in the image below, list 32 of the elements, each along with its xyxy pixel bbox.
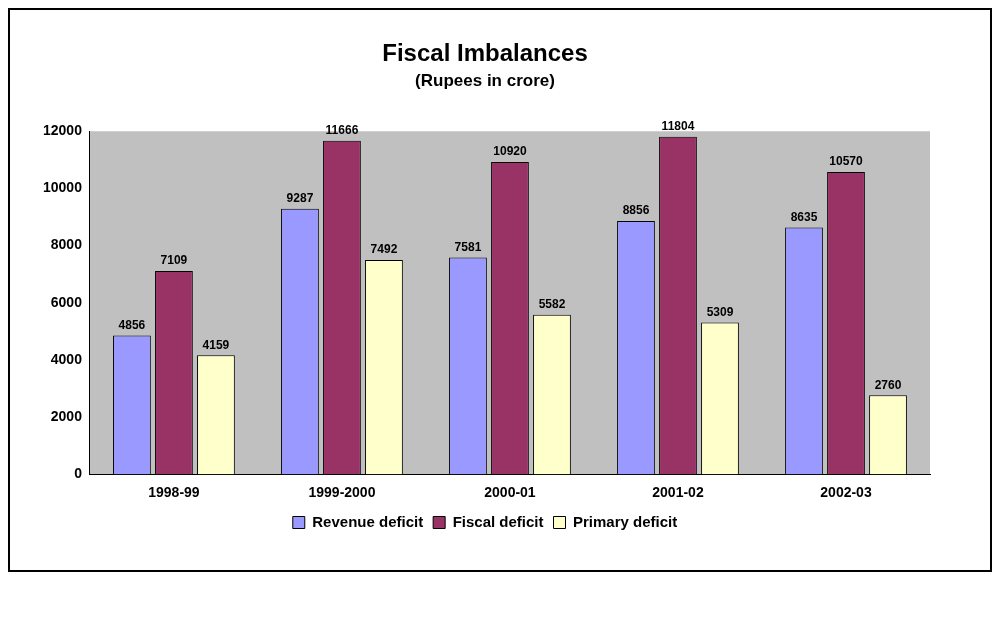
data-label: 7109 — [160, 253, 188, 268]
data-label: 9287 — [286, 191, 314, 206]
legend-label: Revenue deficit — [312, 512, 424, 530]
y-tick-label: 6000 — [50, 293, 83, 310]
data-label: 2760 — [874, 377, 902, 392]
data-label: 10570 — [829, 154, 863, 169]
x-tick-label: 2000-01 — [484, 484, 536, 501]
y-tick-label: 0 — [74, 465, 83, 482]
x-tick-label: 1999-2000 — [308, 484, 376, 501]
y-tick-label: 12000 — [42, 122, 83, 139]
data-label: 4856 — [118, 317, 146, 332]
legend-label: Fiscal deficit — [452, 512, 544, 530]
x-tick-label: 2001-02 — [652, 484, 704, 501]
x-tick-label: 2002-03 — [820, 484, 872, 501]
data-label: 8635 — [790, 209, 818, 224]
y-tick-label: 2000 — [50, 407, 83, 424]
data-label: 4159 — [202, 337, 230, 352]
data-label: 11804 — [661, 119, 695, 134]
data-label: 5582 — [538, 296, 566, 311]
x-tick-label: 1998-99 — [148, 484, 200, 501]
data-label: 7492 — [370, 242, 398, 257]
data-label: 5309 — [706, 304, 734, 319]
y-tick-label: 8000 — [50, 236, 83, 253]
chart-title: Fiscal Imbalances — [382, 39, 588, 67]
legend-label: Primary deficit — [573, 512, 678, 530]
y-tick-label: 10000 — [42, 179, 83, 196]
y-tick-label: 4000 — [50, 350, 83, 367]
data-label: 11666 — [325, 123, 359, 138]
chart-subtitle: (Rupees in crore) — [415, 70, 555, 90]
data-label: 8856 — [622, 203, 650, 218]
data-label: 7581 — [454, 239, 482, 254]
data-label: 10920 — [493, 144, 527, 159]
